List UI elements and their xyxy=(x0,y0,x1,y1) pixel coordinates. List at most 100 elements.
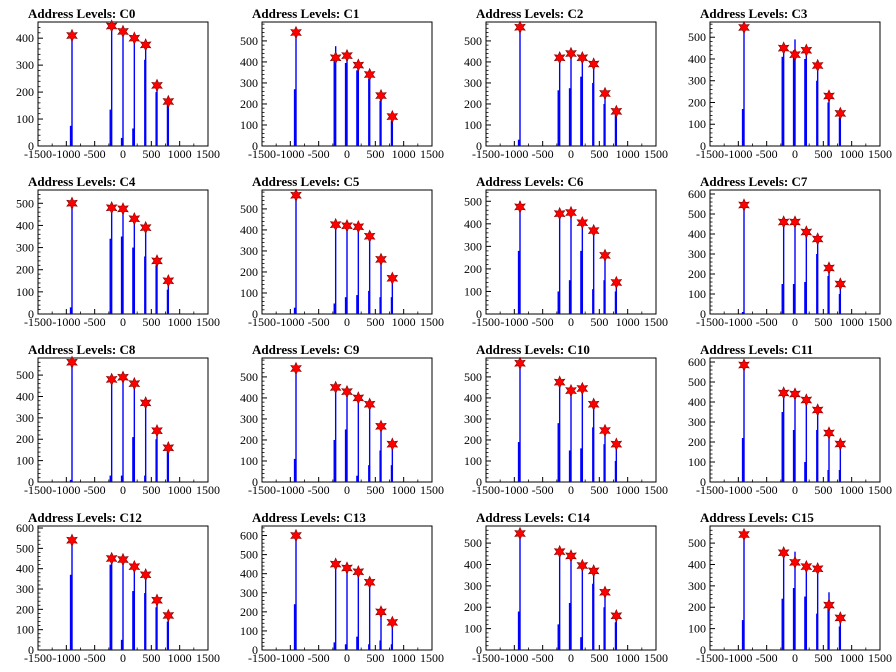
y-tick-label: 300 xyxy=(464,76,482,90)
x-tick-label: 1500 xyxy=(868,147,892,161)
histogram-bar xyxy=(804,282,807,314)
x-tick-label: 1500 xyxy=(420,315,444,329)
x-tick-label: -500 xyxy=(308,483,330,497)
x-tick-label: 500 xyxy=(590,483,608,497)
peak-marker-icon xyxy=(565,549,577,563)
x-tick-label: 1500 xyxy=(420,147,444,161)
peak-marker-icon xyxy=(341,384,353,399)
peak-marker-icon xyxy=(587,223,600,238)
y-tick-label: 500 xyxy=(464,536,482,550)
peak-marker-icon xyxy=(738,527,750,542)
x-tick-label: 0 xyxy=(792,483,798,497)
chart-title: Address Levels: C2 xyxy=(476,6,584,21)
y-tick-label: 400 xyxy=(688,557,706,571)
x-tick-label: 1000 xyxy=(616,651,640,665)
peak-marker-icon xyxy=(128,376,141,391)
peak-marker-icon xyxy=(162,274,175,288)
peak-marker-icon xyxy=(151,254,163,268)
peak-marker-icon xyxy=(599,423,611,438)
peak-marker-icon xyxy=(375,605,387,619)
x-tick-label: -1500 xyxy=(24,315,52,329)
y-tick-label: 500 xyxy=(464,194,482,208)
peak-marker-icon xyxy=(553,206,566,221)
peak-marker-icon xyxy=(587,57,600,71)
x-tick-label: -1000 xyxy=(52,651,80,665)
chart-panel: 0 100 200 300 400 500 -1500 -1000 -500 0 500 1000 15… xyxy=(448,0,672,168)
peak-marker-icon xyxy=(800,43,813,58)
peak-marker-icon xyxy=(329,50,342,65)
y-tick-label: 400 xyxy=(240,391,258,405)
y-tick-label: 500 xyxy=(688,536,706,550)
y-tick-label: 400 xyxy=(240,223,258,237)
histogram-bar xyxy=(792,588,795,650)
y-tick-label: 400 xyxy=(464,391,482,405)
y-tick-label: 500 xyxy=(688,207,706,221)
peak-marker-icon xyxy=(800,559,813,574)
histogram-bar xyxy=(517,442,520,482)
x-tick-label: 1500 xyxy=(196,651,220,665)
y-tick-label: 600 xyxy=(240,529,258,543)
histogram-bar xyxy=(804,596,807,650)
x-tick-label: -1500 xyxy=(472,147,500,161)
x-tick-label: 1000 xyxy=(840,315,864,329)
x-tick-label: 1000 xyxy=(616,315,640,329)
y-tick-label: 400 xyxy=(16,218,34,232)
peak-marker-icon xyxy=(777,545,790,560)
chart-svg: 0 100 200 300 400 500 -1500 -1000 -500 0 500 1000 15… xyxy=(240,188,444,329)
histogram-bar xyxy=(517,250,520,314)
peak-marker-icon xyxy=(587,397,600,411)
y-tick-label: 0 xyxy=(700,139,706,153)
chart-title: Address Levels: C14 xyxy=(476,510,590,525)
x-tick-label: 1500 xyxy=(644,315,668,329)
chart-title: Address Levels: C12 xyxy=(28,510,142,525)
chart-svg: 0 100 200 300 400 -1500 -1000 -500 0 500 1000 1500 xyxy=(16,19,220,161)
histogram-bar xyxy=(781,56,784,146)
y-tick-label: 200 xyxy=(688,267,706,281)
peak-marker-icon xyxy=(811,58,824,73)
x-tick-label: 1000 xyxy=(392,483,416,497)
histogram-bar xyxy=(568,450,571,482)
chart-svg: 0 100 200 300 400 500 600 -1500 -1000 -500 0 500 100… xyxy=(16,521,220,665)
x-tick-label: 1000 xyxy=(840,651,864,665)
y-tick-label: 600 xyxy=(16,521,34,535)
peak-marker-icon xyxy=(553,544,566,559)
peak-marker-icon xyxy=(610,437,623,451)
histogram-bar xyxy=(741,438,744,482)
chart-svg: 0 100 200 300 400 500 -1500 -1000 -500 0 500 1000 15… xyxy=(464,20,668,161)
x-tick-label: 1000 xyxy=(616,147,640,161)
histogram-bar xyxy=(109,564,112,650)
peak-marker-icon xyxy=(386,437,399,451)
y-tick-label: 300 xyxy=(688,247,706,261)
chart-panel: 0 100 200 300 400 500 -1500 -1000 -500 0 500 1000 15… xyxy=(672,504,896,672)
histogram-bar xyxy=(356,295,359,314)
peak-marker-icon xyxy=(290,528,302,543)
y-tick-label: 100 xyxy=(240,286,258,300)
y-tick-label: 500 xyxy=(240,34,258,48)
peak-marker-icon xyxy=(151,423,163,438)
x-tick-label: -1000 xyxy=(724,651,752,665)
chart-svg: 0 100 200 300 400 500 -1500 -1000 -500 0 500 1000 15… xyxy=(240,21,444,161)
histogram-bar xyxy=(293,458,296,482)
y-tick-label: 400 xyxy=(464,55,482,69)
y-tick-label: 0 xyxy=(700,307,706,321)
y-tick-label: 200 xyxy=(16,263,34,277)
x-tick-label: 500 xyxy=(590,147,608,161)
histogram-bar xyxy=(132,247,135,314)
y-tick-label: 400 xyxy=(240,55,258,69)
peak-marker-icon xyxy=(151,78,163,93)
chart-svg: 0 100 200 300 400 500 600 -1500 -1000 -500 0 500 100… xyxy=(688,355,892,497)
x-tick-label: -1500 xyxy=(472,315,500,329)
peak-marker-icon xyxy=(738,198,750,212)
x-tick-label: 500 xyxy=(814,147,832,161)
peak-marker-icon xyxy=(66,196,78,211)
chart-panel: 0 100 200 300 400 500 600 -1500 -1000 -500 0 500 100… xyxy=(672,336,896,504)
y-tick-label: 0 xyxy=(252,139,258,153)
peak-marker-icon xyxy=(738,20,750,35)
x-tick-label: 0 xyxy=(344,315,350,329)
peak-marker-icon xyxy=(576,50,589,65)
x-tick-label: 0 xyxy=(568,483,574,497)
histogram-bar xyxy=(120,137,123,146)
histogram-bar xyxy=(356,475,359,482)
y-tick-label: 100 xyxy=(240,454,258,468)
histogram-bar xyxy=(792,50,795,146)
